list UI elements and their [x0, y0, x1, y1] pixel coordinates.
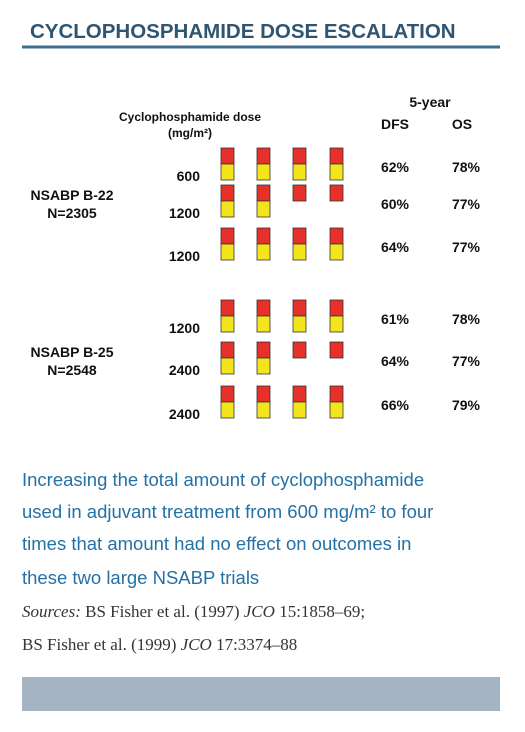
drug-c-icon — [256, 401, 271, 419]
dfs: 64% — [381, 239, 410, 255]
caption-line: used in adjuvant treatment from 600 mg/m… — [22, 501, 433, 522]
drug-a-icon — [220, 299, 235, 317]
drug-a-icon — [329, 184, 344, 202]
dose: 600 — [177, 168, 201, 184]
trial-n: N=2548 — [47, 362, 97, 378]
dose: 2400 — [169, 362, 200, 378]
period-header: 5-year — [409, 94, 451, 110]
drug-c-icon — [256, 357, 271, 375]
source-part: 15:1858–69; — [275, 602, 365, 621]
drug-a-icon — [256, 227, 271, 245]
drug-c-icon — [220, 357, 235, 375]
os: 78% — [452, 311, 481, 327]
source-part: Sources: — [22, 602, 81, 621]
drug-a-icon — [220, 184, 235, 202]
drug-a-icon — [256, 147, 271, 165]
os: 78% — [452, 159, 481, 175]
source-part: BS Fisher et al. (1997) — [81, 602, 244, 621]
os: 77% — [452, 196, 481, 212]
drug-c-icon — [329, 401, 344, 419]
dose-header: Cyclophosphamide dose — [119, 110, 261, 124]
drug-a-icon — [220, 341, 235, 359]
drug-a-icon — [329, 299, 344, 317]
drug-c-icon — [292, 163, 307, 181]
title: CYCLOPHOSPHAMIDE DOSE ESCALATION — [30, 20, 456, 43]
footer-bar — [22, 677, 500, 711]
dfs: 64% — [381, 353, 410, 369]
drug-a-icon — [292, 299, 307, 317]
source-part: JCO — [181, 635, 212, 654]
dose: 1200 — [169, 320, 200, 336]
drug-a-icon — [256, 341, 271, 359]
dfs: 60% — [381, 196, 410, 212]
drug-c-icon — [220, 315, 235, 333]
caption-line: these two large NSABP trials — [22, 567, 259, 588]
source-line: BS Fisher et al. (1999) JCO 17:3374–88 — [22, 635, 297, 654]
drug-a-icon — [220, 147, 235, 165]
os: 77% — [452, 353, 481, 369]
caption-line: Increasing the total amount of cyclophos… — [22, 469, 424, 490]
drug-c-icon — [329, 163, 344, 181]
drug-c-icon — [220, 200, 235, 218]
source-part: JCO — [244, 602, 275, 621]
drug-a-icon — [292, 147, 307, 165]
drug-a-icon — [256, 299, 271, 317]
drug-c-icon — [292, 243, 307, 261]
drug-a-icon — [329, 227, 344, 245]
drug-a-icon — [220, 227, 235, 245]
table: NSABP B-22 N=2305 600 62% 78% 1200 60% 77% 1200 6… — [31, 147, 481, 422]
dose: 2400 — [169, 406, 200, 422]
dose: 1200 — [169, 248, 200, 264]
source-part: BS Fisher et al. (1999) — [22, 635, 181, 654]
source-part: 17:3374–88 — [212, 635, 297, 654]
caption-line: times that amount had no effect on outco… — [22, 533, 411, 554]
drug-a-icon — [256, 385, 271, 403]
drug-a-icon — [292, 227, 307, 245]
drug-a-icon — [292, 385, 307, 403]
drug-c-icon — [292, 401, 307, 419]
caption: Increasing the total amount of cyclophos… — [22, 469, 433, 588]
drug-a-icon — [256, 184, 271, 202]
drug-a-icon — [329, 341, 344, 359]
dfs: 62% — [381, 159, 410, 175]
dfs: 66% — [381, 397, 410, 413]
drug-c-icon — [256, 315, 271, 333]
os: 77% — [452, 239, 481, 255]
trial-n: N=2305 — [47, 205, 97, 221]
trial-name: NSABP B-22 — [31, 187, 114, 203]
drug-a-icon — [329, 147, 344, 165]
drug-a-icon — [329, 385, 344, 403]
drug-c-icon — [256, 163, 271, 181]
drug-c-icon — [256, 243, 271, 261]
drug-a-icon — [292, 184, 307, 202]
dose: 1200 — [169, 205, 200, 221]
os-header: OS — [452, 116, 472, 132]
dfs-header: DFS — [381, 116, 409, 132]
unit-header: (mg/m²) — [168, 126, 212, 140]
os: 79% — [452, 397, 481, 413]
drug-c-icon — [256, 200, 271, 218]
drug-c-icon — [220, 163, 235, 181]
drug-c-icon — [220, 401, 235, 419]
source-line: Sources: BS Fisher et al. (1997) JCO 15:… — [22, 602, 365, 621]
drug-c-icon — [329, 315, 344, 333]
sources: Sources: BS Fisher et al. (1997) JCO 15:… — [22, 602, 365, 654]
trial-name: NSABP B-25 — [31, 344, 114, 360]
drug-c-icon — [292, 315, 307, 333]
drug-a-icon — [220, 385, 235, 403]
drug-a-icon — [292, 341, 307, 359]
drug-c-icon — [220, 243, 235, 261]
dfs: 61% — [381, 311, 410, 327]
drug-c-icon — [329, 243, 344, 261]
